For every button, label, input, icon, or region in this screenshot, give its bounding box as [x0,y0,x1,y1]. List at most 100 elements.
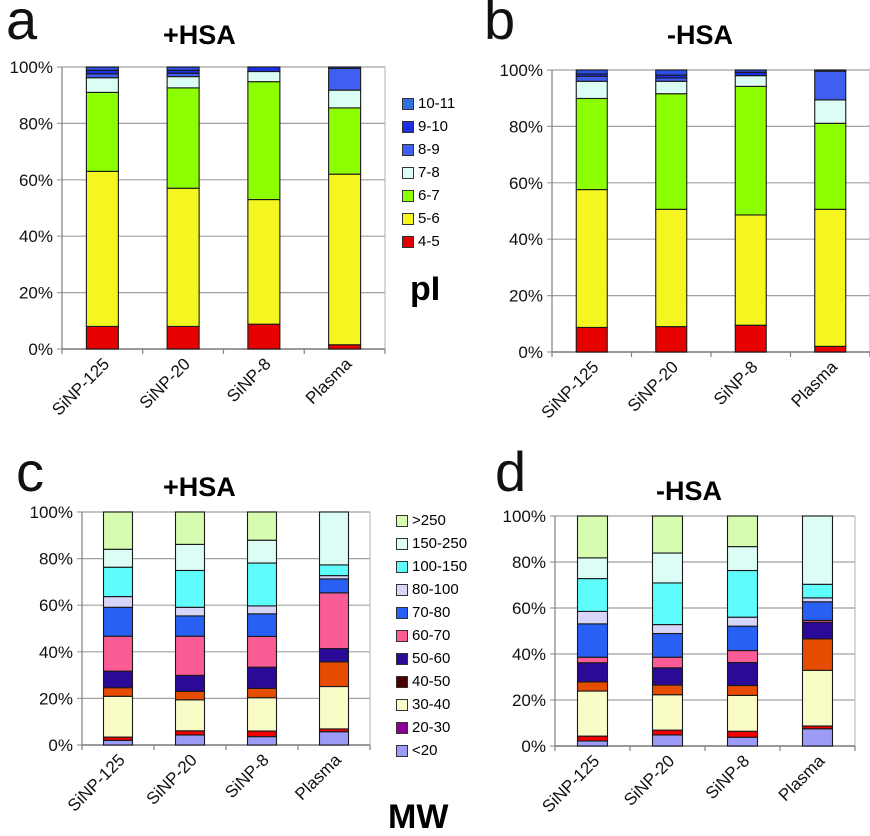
bar-segment [102,566,134,598]
legend-label: 9-10 [418,118,449,135]
bar-segment [85,66,119,71]
bar-segment [246,697,278,732]
bar-segment [318,731,350,746]
bar-segment [651,632,684,658]
legend-label: 150-250 [412,535,468,552]
bar-segment [651,624,684,635]
bar-segment [174,569,206,608]
bar-segment [85,73,119,79]
bar-segment [655,93,688,210]
bar-segment [726,736,759,747]
bar-segment [726,569,759,618]
bar-segment [651,667,684,686]
legend-item: 40-50 [396,670,467,693]
y-tick-label: 60% [39,596,73,615]
legend-swatch [396,629,408,642]
panel-title-d: -HSA [656,476,722,506]
legend-label: 80-100 [412,581,459,598]
bar-segment [247,70,281,83]
bar-segment [166,87,200,189]
bar-segment [651,515,684,554]
legend-label: 100-150 [412,558,468,575]
legend-swatch [402,166,414,179]
legend-item: >250 [396,509,467,532]
legend-swatch [396,744,408,757]
bar-segment [734,75,767,87]
y-tick-label: 20% [509,287,543,306]
bar-segment [166,66,200,71]
x-tick-label: Plasma [775,751,829,805]
bar-segment [102,596,134,608]
bar-segment [318,578,350,594]
legend-item: 5-6 [402,207,455,230]
bar-segment [651,582,684,626]
legend-label: <20 [412,742,438,759]
y-tick-label: 0% [521,737,546,756]
legend-mw: >250 150-250 100-150 80-100 70-80 60-70 … [396,509,467,762]
bar-segment [328,173,362,346]
bar-segment [814,122,847,210]
x-tick-label: SiNP-125 [48,354,113,419]
legend-swatch [402,189,414,202]
legend-item: 10-11 [402,92,455,115]
y-tick-label: 0% [48,736,73,755]
legend-swatch [396,652,408,665]
bar-segment [174,615,206,637]
mw-unit-label: MW [388,798,449,836]
legend-swatch [396,675,408,688]
bar-segment [651,552,684,584]
bar-segment [102,695,134,738]
legend-item: 70-80 [396,601,467,624]
legend-item: <20 [396,739,467,762]
y-tick-label: 80% [509,117,543,136]
legend-item: 4-5 [402,230,455,253]
legend-swatch [396,606,408,619]
bar-segment [576,735,609,742]
chart-b: 0% 20% 40% 60% 80% 100% SiNP-125 SiNP-20 SiNP-8 P… [500,61,870,422]
y-tick-label: 40% [509,230,543,249]
x-tick-label: SiNP-20 [620,751,678,809]
x-tick-label: SiNP-125 [64,750,129,815]
panel-title-b: -HSA [667,20,733,50]
bar-segment [814,99,847,124]
bar-segment [651,694,684,731]
bar-segment [801,515,834,585]
bar-segment [575,189,608,329]
bar-segment [576,515,609,559]
legend-item: 80-100 [396,578,467,601]
x-tick-label: SiNP-8 [702,751,754,803]
bar-segment [814,345,847,353]
bar-segment [102,606,134,637]
x-tick-label: Plasma [302,354,356,408]
chart-a: 0% 20% 40% 60% 80% 100% SiNP-125 SiNP-20 SiNP-8 P… [10,58,386,419]
bar-segment [174,674,206,692]
legend-pi: 10-11 9-10 8-9 7-8 6-7 5-6 4-5 [402,92,455,253]
legend-swatch [396,583,408,596]
bar-segment [318,564,350,577]
bar-segment [318,685,350,730]
y-tick-label: 0% [518,343,543,362]
legend-label: 10-11 [418,95,456,112]
bar-segment [734,324,767,353]
bar-segment [655,208,688,328]
legend-swatch [402,120,414,133]
bar-segment [246,613,278,637]
bar-segment [734,85,767,216]
bar-segment [576,656,609,664]
bar-segment [655,80,688,95]
x-tick-label: Plasma [291,750,345,804]
bar-segment [246,730,278,738]
bar-segment [576,610,609,625]
bar-segment [814,208,847,347]
bar-segment [166,187,200,327]
legend-swatch [396,721,408,734]
bar-segment [726,616,759,627]
legend-swatch [396,514,408,527]
bar-segment [651,729,684,736]
bar-segment [655,69,688,76]
bar-segment [801,597,834,603]
legend-label: 4-5 [418,233,440,250]
bar-segment [246,539,278,564]
bar-segment [102,687,134,697]
bar-segment [726,730,759,738]
